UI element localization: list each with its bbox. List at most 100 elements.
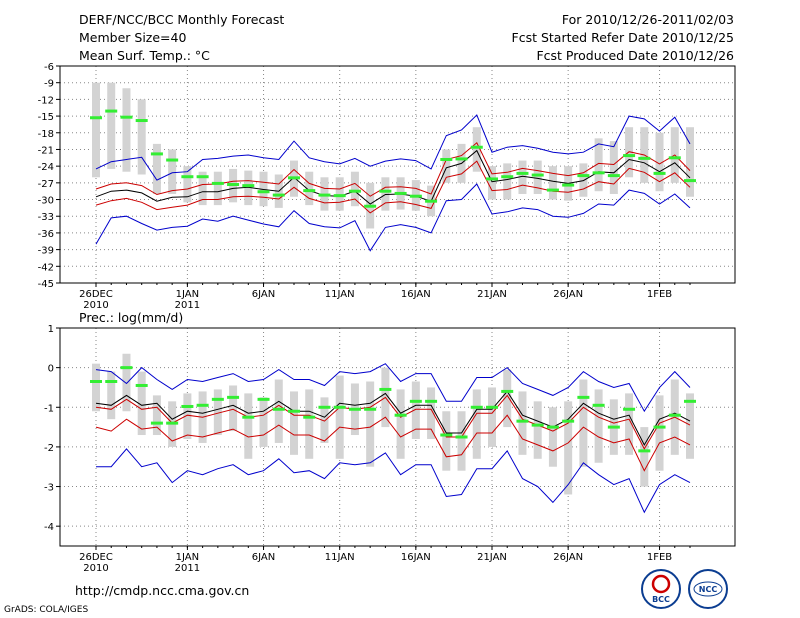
produced-date: Fcst Produced Date 2010/12/26 xyxy=(536,48,734,63)
bcc-logo-text: BCC xyxy=(652,595,670,604)
y-tick-label: -33 xyxy=(38,212,54,223)
x-tick-label: 26JAN xyxy=(553,552,583,563)
y-tick-label: -27 xyxy=(38,179,54,190)
y-tick-label: -30 xyxy=(38,196,54,207)
ensemble-box xyxy=(488,166,496,200)
y-tick-label: -4 xyxy=(44,522,54,533)
y-tick-label: -42 xyxy=(38,262,54,273)
ensemble-box xyxy=(366,381,375,467)
ensemble-box xyxy=(92,363,100,412)
member-size: Member Size=40 xyxy=(79,30,187,45)
plot-frame xyxy=(59,65,736,284)
ensemble-box xyxy=(335,375,344,459)
ensemble-box xyxy=(686,393,694,459)
x-tick-label: 11JAN xyxy=(325,552,355,563)
x-tick-label: 26DEC xyxy=(79,552,113,563)
ensemble-box xyxy=(609,141,618,194)
x-tick-label: 11JAN xyxy=(325,289,355,300)
y-tick-label: -9 xyxy=(44,79,54,90)
x-tick-label: 1JAN xyxy=(176,289,199,300)
ensemble-box xyxy=(442,411,451,471)
ensemble-box xyxy=(213,389,222,436)
series-mean-line xyxy=(95,390,691,446)
bcc-logo: BCC xyxy=(641,569,681,609)
ensemble-box xyxy=(594,389,603,463)
source-url[interactable]: http://cmdp.ncc.cma.gov.cn xyxy=(75,583,250,598)
ensemble-box xyxy=(229,385,238,432)
series-min-line xyxy=(96,448,691,514)
ncc-logo-text: NCC xyxy=(699,585,718,594)
ensemble-box xyxy=(457,411,466,471)
ensemble-box xyxy=(183,166,192,203)
y-tick-label: -6 xyxy=(44,62,54,73)
ensemble-box xyxy=(259,171,268,207)
ensemble-box xyxy=(320,397,329,443)
x-tick-label: 26DEC xyxy=(79,289,113,300)
x-tick-year-label: 2011 xyxy=(175,563,200,574)
precip-label: Prec.: log(mm/d) xyxy=(79,310,184,325)
ensemble-box xyxy=(152,143,161,194)
ensemble-box xyxy=(244,393,253,459)
y-tick-label: -45 xyxy=(38,279,54,290)
series-p25-line xyxy=(95,394,691,450)
series-p75-line xyxy=(95,414,691,472)
x-tick-label: 1JAN xyxy=(176,552,199,563)
ensemble-box xyxy=(488,387,496,447)
y-tick-label: 1 xyxy=(48,324,54,335)
x-tick-label: 16JAN xyxy=(401,552,431,563)
y-tick-label: -12 xyxy=(38,95,54,106)
start-date: Fcst Started Refer Date 2010/12/25 xyxy=(511,30,735,45)
ensemble-box xyxy=(396,389,405,459)
ensemble-box xyxy=(168,149,177,194)
ensemble-box xyxy=(107,82,116,169)
ensemble-box xyxy=(533,160,542,194)
y-tick-label: -18 xyxy=(38,129,54,140)
x-tick-year-label: 2010 xyxy=(83,563,108,574)
ensemble-box xyxy=(640,427,649,487)
ensemble-box xyxy=(518,160,527,194)
ensemble-box xyxy=(335,177,344,211)
y-tick-label: -15 xyxy=(38,112,54,123)
ensemble-box xyxy=(122,88,131,172)
y-tick-label: 0 xyxy=(48,364,54,375)
ensemble-box xyxy=(213,171,222,206)
ensemble-box xyxy=(122,353,131,412)
ensemble-box xyxy=(137,371,146,436)
y-tick-label: -3 xyxy=(44,483,54,494)
ensemble-box xyxy=(244,170,253,206)
x-tick-label: 6JAN xyxy=(252,552,275,563)
ensemble-box xyxy=(472,389,481,459)
x-tick-year-label: 2010 xyxy=(83,300,108,311)
series-p25-line xyxy=(95,160,691,214)
ensemble-box xyxy=(305,171,314,206)
ensemble-box xyxy=(92,82,100,178)
ensemble-box xyxy=(152,395,161,436)
y-tick-label: -39 xyxy=(38,246,54,257)
ensemble-box xyxy=(137,99,146,175)
x-tick-label: 21JAN xyxy=(477,289,507,300)
series-max-line xyxy=(95,363,691,413)
ensemble-box xyxy=(548,166,557,200)
series-mean-line xyxy=(95,149,691,205)
ensemble-box xyxy=(594,138,603,192)
ensemble-box xyxy=(290,391,298,455)
y-tick-label: -21 xyxy=(38,145,54,156)
temperature-panel: -45 -42 -39 -36 -33 -30 -27 -24 -21 -18 -15 -12 -9 -6… xyxy=(38,62,736,311)
y-tick-label: -36 xyxy=(38,229,54,240)
ensemble-box xyxy=(655,395,664,471)
ensemble-box xyxy=(442,149,451,183)
ensemble-box xyxy=(274,379,283,443)
x-tick-label: 1FEB xyxy=(647,552,672,563)
plot-frame xyxy=(59,327,736,547)
variable-label: Mean Surf. Temp.: °C xyxy=(79,48,210,63)
ensemble-box xyxy=(625,393,634,455)
x-tick-label: 1FEB xyxy=(647,289,672,300)
ensemble-box xyxy=(686,127,694,197)
ensemble-box xyxy=(472,127,481,172)
ensemble-box xyxy=(533,401,542,459)
x-tick-label: 16JAN xyxy=(401,289,431,300)
ensemble-box xyxy=(427,387,436,439)
ensemble-box xyxy=(259,397,268,447)
